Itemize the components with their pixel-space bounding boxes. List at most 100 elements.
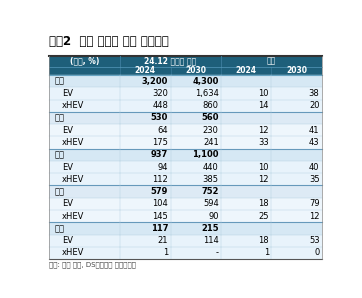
- Bar: [49, 222, 120, 235]
- Bar: [120, 198, 171, 210]
- Text: 320: 320: [152, 89, 168, 98]
- Bar: [272, 222, 322, 235]
- Text: 145: 145: [152, 212, 168, 221]
- Text: xHEV: xHEV: [62, 138, 84, 147]
- Bar: [272, 198, 322, 210]
- Bar: [221, 185, 272, 198]
- Bar: [120, 66, 171, 75]
- Bar: [120, 161, 171, 173]
- Text: 18: 18: [258, 199, 269, 208]
- Text: 1: 1: [264, 249, 269, 257]
- Text: 10: 10: [258, 89, 269, 98]
- Bar: [221, 66, 272, 75]
- Bar: [49, 75, 120, 87]
- Bar: [171, 210, 221, 222]
- Bar: [120, 185, 171, 198]
- Bar: [272, 87, 322, 100]
- Bar: [49, 112, 120, 124]
- Bar: [171, 124, 221, 136]
- Text: 1: 1: [163, 249, 168, 257]
- Bar: [49, 198, 120, 210]
- Text: 579: 579: [151, 187, 168, 196]
- Text: 비중: 비중: [267, 57, 276, 66]
- Text: EV: EV: [62, 162, 73, 172]
- Bar: [49, 149, 120, 161]
- Bar: [49, 56, 120, 66]
- Text: 21: 21: [158, 236, 168, 245]
- Bar: [120, 210, 171, 222]
- Bar: [221, 75, 272, 87]
- Text: EV: EV: [62, 126, 73, 135]
- Bar: [221, 210, 272, 222]
- Bar: [272, 235, 322, 247]
- Bar: [221, 124, 272, 136]
- Text: 104: 104: [152, 199, 168, 208]
- Bar: [49, 210, 120, 222]
- Text: 112: 112: [152, 175, 168, 184]
- Bar: [221, 136, 272, 149]
- Text: xHEV: xHEV: [62, 101, 84, 110]
- Text: 860: 860: [203, 101, 219, 110]
- Bar: [221, 100, 272, 112]
- Text: 2024: 2024: [135, 66, 156, 75]
- Text: 594: 594: [203, 199, 219, 208]
- Bar: [272, 185, 322, 198]
- Bar: [221, 87, 272, 100]
- Bar: [49, 87, 120, 100]
- Bar: [49, 173, 120, 185]
- Bar: [272, 173, 322, 185]
- Bar: [272, 161, 322, 173]
- Text: EV: EV: [62, 236, 73, 245]
- Bar: [49, 136, 120, 149]
- Bar: [171, 112, 221, 124]
- Bar: [272, 75, 322, 87]
- Bar: [120, 149, 171, 161]
- Bar: [49, 124, 120, 136]
- Bar: [49, 235, 120, 247]
- Text: 114: 114: [203, 236, 219, 245]
- Text: 40: 40: [309, 162, 320, 172]
- Text: EV: EV: [62, 89, 73, 98]
- Bar: [221, 173, 272, 185]
- Text: 440: 440: [203, 162, 219, 172]
- Text: 90: 90: [208, 212, 219, 221]
- Bar: [221, 235, 272, 247]
- Text: 530: 530: [151, 114, 168, 122]
- Text: 937: 937: [151, 150, 168, 159]
- Text: 175: 175: [152, 138, 168, 147]
- Text: 24.12 밸류업 공시: 24.12 밸류업 공시: [144, 57, 197, 66]
- Bar: [221, 56, 322, 66]
- Bar: [120, 112, 171, 124]
- Bar: [171, 198, 221, 210]
- Bar: [120, 173, 171, 185]
- Text: -: -: [216, 249, 219, 257]
- Bar: [120, 222, 171, 235]
- Bar: [221, 222, 272, 235]
- Bar: [171, 222, 221, 235]
- Text: 53: 53: [309, 236, 320, 245]
- Bar: [272, 210, 322, 222]
- Bar: [49, 247, 120, 259]
- Bar: [120, 124, 171, 136]
- Text: 64: 64: [157, 126, 168, 135]
- Bar: [120, 56, 221, 66]
- Bar: [171, 173, 221, 185]
- Bar: [171, 66, 221, 75]
- Text: 38: 38: [309, 89, 320, 98]
- Bar: [221, 149, 272, 161]
- Text: 4,300: 4,300: [192, 77, 219, 86]
- Text: 94: 94: [158, 162, 168, 172]
- Text: 유럽: 유럽: [55, 187, 65, 196]
- Text: (천대, %): (천대, %): [70, 57, 99, 66]
- Bar: [171, 136, 221, 149]
- Bar: [171, 185, 221, 198]
- Text: 117: 117: [151, 224, 168, 233]
- Text: 25: 25: [258, 212, 269, 221]
- Bar: [272, 66, 322, 75]
- Bar: [221, 161, 272, 173]
- Text: 241: 241: [203, 138, 219, 147]
- Bar: [49, 185, 120, 198]
- Text: 12: 12: [258, 175, 269, 184]
- Text: xHEV: xHEV: [62, 212, 84, 221]
- Bar: [171, 161, 221, 173]
